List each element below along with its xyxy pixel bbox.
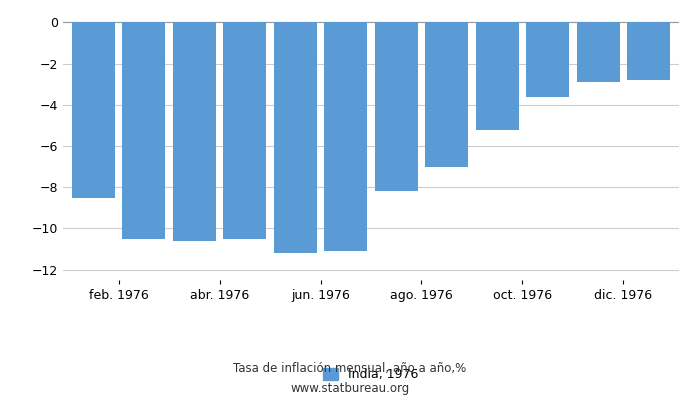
Bar <box>374 22 418 191</box>
Bar <box>577 22 620 82</box>
Bar <box>324 22 368 251</box>
Bar <box>223 22 266 239</box>
Bar <box>526 22 569 96</box>
Bar <box>426 22 468 167</box>
Bar <box>122 22 165 239</box>
Bar <box>72 22 115 198</box>
Bar <box>274 22 316 253</box>
Bar <box>476 22 519 130</box>
Bar <box>627 22 670 80</box>
Text: Tasa de inflación mensual, año a año,%: Tasa de inflación mensual, año a año,% <box>233 362 467 375</box>
Text: www.statbureau.org: www.statbureau.org <box>290 382 410 395</box>
Legend: India, 1976: India, 1976 <box>318 363 424 386</box>
Bar <box>173 22 216 241</box>
